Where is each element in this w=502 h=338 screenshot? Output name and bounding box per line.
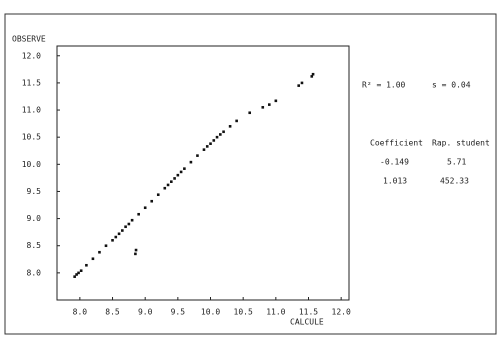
point: [222, 130, 225, 134]
annotation: s = 0.04: [432, 81, 471, 90]
x-tick-label: 12.0: [332, 308, 351, 317]
point: [163, 186, 167, 190]
y-tick-label: 10.0: [22, 160, 41, 169]
point: [215, 135, 219, 139]
point: [143, 206, 147, 210]
point: [150, 199, 154, 203]
point: [121, 229, 124, 232]
point: [235, 119, 238, 123]
x-tick-label: 9.0: [138, 308, 153, 317]
point: [311, 72, 315, 76]
point: [104, 244, 108, 248]
point: [300, 81, 304, 85]
point: [134, 248, 138, 252]
y-tick-label: 11.0: [22, 106, 41, 115]
point: [75, 273, 78, 276]
point: [91, 257, 95, 261]
point: [173, 177, 176, 180]
point: [248, 111, 252, 115]
point: [111, 238, 114, 242]
point: [117, 232, 121, 236]
table-cell: -0.149: [380, 158, 409, 167]
point: [196, 154, 199, 157]
x-tick-label: 9.5: [171, 308, 186, 317]
point: [209, 142, 212, 145]
point: [310, 75, 314, 78]
outer-frame: [4, 13, 497, 335]
point: [166, 183, 170, 187]
point: [183, 167, 186, 170]
table-header: Rap. student: [432, 139, 490, 148]
table-cell: 452.33: [440, 177, 469, 186]
point: [98, 250, 101, 254]
point: [176, 173, 180, 177]
point: [85, 263, 88, 267]
point: [179, 170, 183, 174]
table-cell: 1.013: [383, 177, 407, 186]
point: [130, 218, 134, 222]
y-tick-label: 8.0: [27, 268, 42, 277]
point: [134, 252, 137, 256]
point: [274, 99, 278, 103]
point: [219, 133, 222, 136]
point: [202, 148, 206, 151]
x-tick-label: 10.5: [234, 308, 253, 317]
y-tick-label: 11.5: [22, 78, 41, 87]
point: [228, 125, 232, 128]
point: [261, 106, 265, 109]
point: [114, 235, 118, 239]
point: [73, 275, 76, 278]
point: [297, 84, 301, 87]
point: [170, 180, 173, 183]
point: [124, 225, 127, 229]
y-axis-label: OBSERVE: [12, 35, 46, 44]
point: [205, 145, 209, 148]
y-tick-label: 8.5: [27, 241, 42, 250]
table-cell: 5.71: [447, 158, 466, 167]
x-tick-label: 11.0: [266, 308, 285, 317]
x-tick-label: 8.0: [73, 308, 88, 317]
y-tick-label: 9.5: [27, 187, 42, 196]
y-tick-label: 10.5: [22, 133, 41, 142]
point: [212, 139, 216, 142]
plot-frame: [56, 45, 350, 301]
x-axis-label: CALCULE: [290, 318, 324, 327]
point: [79, 269, 83, 272]
point: [127, 222, 131, 226]
point: [189, 160, 193, 164]
point: [77, 271, 80, 275]
point: [156, 193, 160, 197]
table-header: Coefficient: [370, 139, 423, 148]
point: [268, 103, 271, 106]
y-tick-label: 9.0: [27, 214, 42, 223]
x-tick-label: 10.0: [201, 308, 220, 317]
x-tick-label: 11.5: [299, 308, 318, 317]
point: [137, 212, 140, 216]
annotation: R² = 1.00: [362, 81, 406, 90]
x-tick-label: 8.5: [105, 308, 120, 317]
y-tick-label: 12.0: [22, 51, 41, 60]
